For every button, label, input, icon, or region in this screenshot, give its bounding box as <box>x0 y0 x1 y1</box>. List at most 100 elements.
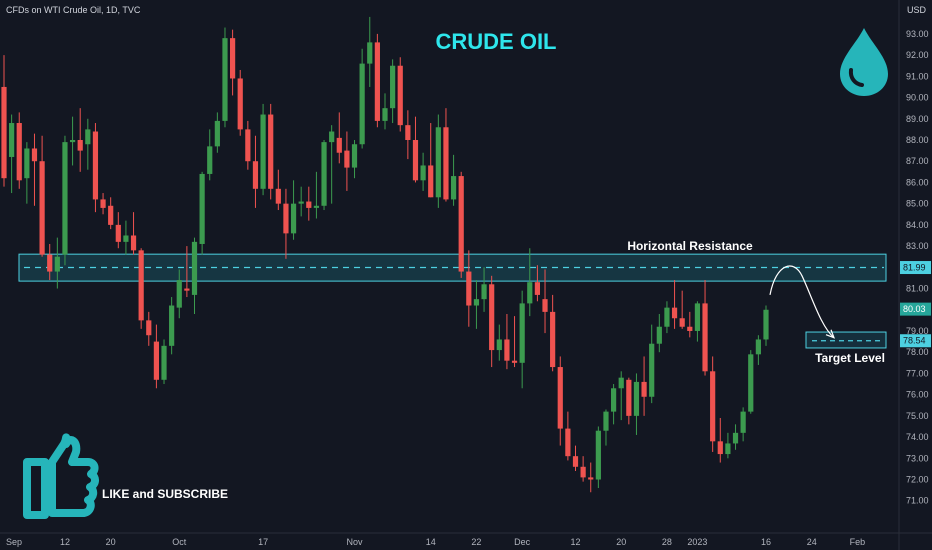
candle-down[interactable] <box>237 78 243 130</box>
candle-down[interactable] <box>458 176 464 272</box>
target-zone[interactable] <box>805 331 887 349</box>
candle-down[interactable] <box>542 299 548 312</box>
candle-down[interactable] <box>77 140 83 151</box>
candle-down[interactable] <box>153 341 159 380</box>
candle-down[interactable] <box>428 165 434 198</box>
candle-down[interactable] <box>275 188 281 204</box>
candle-up[interactable] <box>527 282 533 304</box>
candle-up[interactable] <box>161 345 167 380</box>
candle-up[interactable] <box>123 235 129 242</box>
candle-down[interactable] <box>252 161 259 189</box>
candle-down[interactable] <box>550 311 556 368</box>
candle-down[interactable] <box>580 466 586 478</box>
candle-down[interactable] <box>626 379 632 416</box>
candle-down[interactable] <box>31 148 38 162</box>
candle-down[interactable] <box>146 320 152 336</box>
candle-down[interactable] <box>1 86 7 179</box>
candle-up[interactable] <box>351 144 358 168</box>
candle-down[interactable] <box>710 371 716 442</box>
candle-up[interactable] <box>290 203 297 234</box>
candle-down[interactable] <box>184 288 190 291</box>
candle-up[interactable] <box>85 129 91 145</box>
candle-down[interactable] <box>679 318 685 327</box>
candle-down[interactable] <box>245 129 251 162</box>
candle-down[interactable] <box>336 137 342 153</box>
candle-up[interactable] <box>24 148 30 179</box>
candle-up[interactable] <box>450 176 457 200</box>
candle-down[interactable] <box>268 114 274 189</box>
candle-up[interactable] <box>367 42 373 64</box>
candle-up[interactable] <box>359 63 365 145</box>
candle-up[interactable] <box>748 354 754 412</box>
candle-up[interactable] <box>633 381 640 416</box>
candle-down[interactable] <box>230 38 236 79</box>
candle-up[interactable] <box>176 280 182 308</box>
candle-down[interactable] <box>641 381 647 397</box>
candle-down[interactable] <box>344 150 350 168</box>
candle-up[interactable] <box>9 123 15 157</box>
candle-up[interactable] <box>481 284 487 300</box>
candle-up[interactable] <box>725 443 731 455</box>
candle-up[interactable] <box>732 432 739 444</box>
candle-down[interactable] <box>565 428 571 457</box>
candle-down[interactable] <box>466 271 472 306</box>
candle-up[interactable] <box>214 120 220 147</box>
candle-down[interactable] <box>130 235 137 251</box>
candle-down[interactable] <box>47 254 53 272</box>
candle-up[interactable] <box>611 388 617 412</box>
candle-up[interactable] <box>420 165 426 181</box>
candle-down[interactable] <box>92 131 99 200</box>
candle-up[interactable] <box>207 146 213 174</box>
candle-down[interactable] <box>534 282 540 295</box>
candle-down[interactable] <box>557 367 563 429</box>
candle-down[interactable] <box>374 42 380 121</box>
candle-up[interactable] <box>298 201 304 204</box>
candle-down[interactable] <box>100 199 106 208</box>
candle-down[interactable] <box>687 326 693 331</box>
candle-up[interactable] <box>595 430 601 480</box>
candle-up[interactable] <box>382 108 388 121</box>
candle-down[interactable] <box>511 360 518 363</box>
candle-up[interactable] <box>694 303 701 331</box>
candle-up[interactable] <box>222 38 228 121</box>
candle-down[interactable] <box>16 123 22 181</box>
candle-up[interactable] <box>755 339 761 355</box>
candle-up[interactable] <box>763 309 769 340</box>
candle-up[interactable] <box>69 140 76 143</box>
candle-up[interactable] <box>199 173 205 244</box>
candle-down[interactable] <box>108 205 114 225</box>
candle-up[interactable] <box>54 256 60 272</box>
candle-up[interactable] <box>191 241 198 295</box>
candle-down[interactable] <box>306 201 312 208</box>
candle-up[interactable] <box>740 411 746 433</box>
candle-down[interactable] <box>702 303 708 372</box>
candle-down[interactable] <box>489 284 495 351</box>
candle-down[interactable] <box>588 477 594 480</box>
candle-up[interactable] <box>435 127 441 198</box>
candle-up[interactable] <box>664 307 670 327</box>
candle-down[interactable] <box>283 203 289 234</box>
candle-up[interactable] <box>656 326 662 344</box>
candle-up[interactable] <box>519 303 525 363</box>
candle-down[interactable] <box>138 250 144 321</box>
candle-up[interactable] <box>321 142 327 206</box>
candle-up[interactable] <box>260 114 266 189</box>
candle-up[interactable] <box>473 299 480 306</box>
candle-down[interactable] <box>405 125 411 140</box>
candle-up[interactable] <box>618 377 624 389</box>
candle-up[interactable] <box>496 339 502 351</box>
candle-down[interactable] <box>572 456 579 467</box>
candle-up[interactable] <box>62 142 68 255</box>
candle-up[interactable] <box>390 65 396 109</box>
candle-down[interactable] <box>115 224 121 242</box>
candle-down[interactable] <box>504 339 510 361</box>
candle-down[interactable] <box>443 127 449 200</box>
candle-up[interactable] <box>329 131 335 143</box>
candle-up[interactable] <box>313 205 320 208</box>
candle-up[interactable] <box>649 343 655 397</box>
candle-up[interactable] <box>169 305 175 346</box>
candle-up[interactable] <box>603 411 609 431</box>
candle-down[interactable] <box>397 65 403 126</box>
candle-down[interactable] <box>671 307 678 319</box>
